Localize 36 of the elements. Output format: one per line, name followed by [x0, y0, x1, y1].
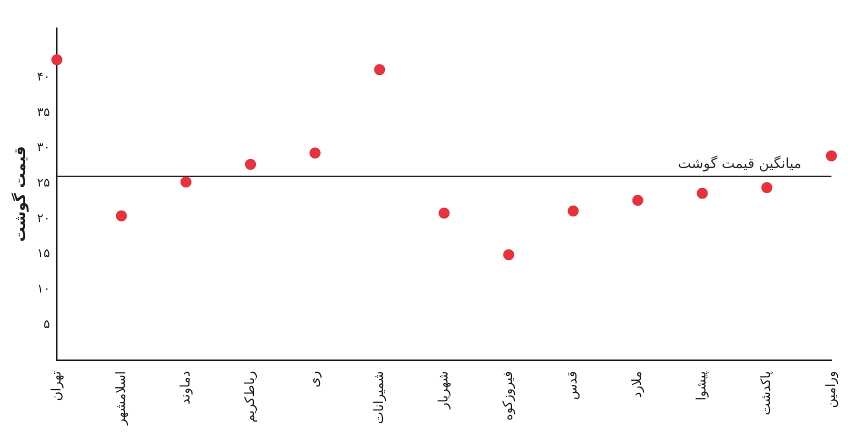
x-tick-label: پیشوا — [694, 370, 710, 400]
point — [568, 205, 579, 216]
y-tick-label: ۵ — [43, 316, 50, 331]
x-tick-label: ملارد — [630, 371, 646, 398]
x-tick-label: اسلامشهر — [114, 371, 129, 426]
y-tick-label: ۳۰ — [37, 140, 50, 154]
point — [826, 150, 837, 162]
point — [310, 148, 321, 159]
point — [761, 182, 772, 194]
x-tick-label: پاکدشت — [759, 370, 774, 416]
point — [374, 64, 386, 76]
y-tick-label: ۳۵ — [37, 104, 50, 119]
y-tick-label: ۱۰ — [37, 281, 50, 296]
point — [180, 176, 192, 188]
ref-line-label: میانگین قیمت گوشت — [678, 154, 802, 172]
x-tick-label: ورامین — [824, 371, 839, 408]
y-tick-label: ۴۰ — [37, 70, 50, 84]
x-tick-label: دماوند — [178, 370, 194, 404]
x-tick-label: شهریار — [436, 371, 452, 410]
point — [245, 158, 256, 170]
point — [51, 54, 62, 66]
y-tick-label: ۲۵ — [37, 176, 50, 190]
x-tick-label: رباط‌کریم — [242, 371, 258, 423]
y-tick-label: ۱۵ — [37, 246, 50, 260]
point — [116, 210, 127, 222]
x-tick-label: تهران — [49, 370, 64, 401]
x-tick-label: فیروزکوه — [501, 371, 516, 421]
y-axis-title: قیمت گوشت — [10, 146, 29, 242]
point — [503, 249, 514, 260]
point — [696, 188, 708, 199]
x-tick-label: ری — [307, 371, 322, 388]
point — [438, 208, 450, 219]
x-tick-label: شمیرانات — [372, 371, 387, 424]
point — [632, 194, 644, 206]
y-tick-label: ۲۰ — [37, 210, 50, 225]
x-tick-label: قدس — [566, 371, 581, 400]
